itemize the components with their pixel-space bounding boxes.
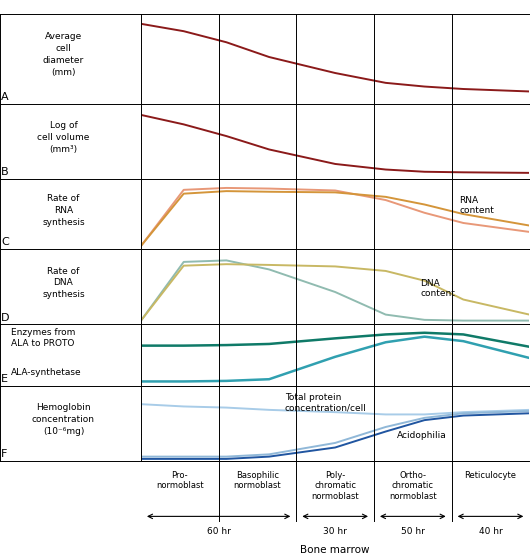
Text: Bone marrow: Bone marrow: [301, 544, 370, 555]
Text: Pro-
normoblast: Pro- normoblast: [156, 471, 204, 490]
Text: D: D: [1, 312, 10, 323]
Text: Rate of
DNA
synthesis: Rate of DNA synthesis: [42, 267, 85, 299]
Text: C: C: [1, 238, 9, 248]
Text: Rate of
RNA
synthesis: Rate of RNA synthesis: [42, 195, 85, 227]
Text: Hemoglobin
concentration
(10⁻⁶mg): Hemoglobin concentration (10⁻⁶mg): [32, 404, 95, 436]
Text: A: A: [1, 92, 9, 102]
Text: Average
cell
diameter
(mm): Average cell diameter (mm): [43, 32, 84, 77]
Text: 30 hr: 30 hr: [323, 527, 347, 536]
Text: DNA
content: DNA content: [421, 278, 455, 298]
Text: Total protein
concentration/cell: Total protein concentration/cell: [285, 393, 367, 412]
Text: E: E: [1, 375, 8, 384]
Text: Ortho-
chromatic
normoblast: Ortho- chromatic normoblast: [389, 471, 437, 501]
Text: Acidophilia: Acidophilia: [397, 431, 447, 440]
Text: Poly-
chromatic
normoblast: Poly- chromatic normoblast: [311, 471, 359, 501]
Text: Log of
cell volume
(mm³): Log of cell volume (mm³): [37, 121, 89, 154]
Text: RNA
content: RNA content: [460, 196, 494, 215]
Text: ALA-synthetase: ALA-synthetase: [11, 368, 82, 377]
Text: B: B: [1, 167, 9, 177]
Text: Reticulocyte: Reticulocyte: [464, 471, 517, 480]
Text: 40 hr: 40 hr: [479, 527, 502, 536]
Text: 60 hr: 60 hr: [207, 527, 230, 536]
Text: Basophilic
normoblast: Basophilic normoblast: [234, 471, 281, 490]
Text: F: F: [1, 449, 7, 459]
Text: Enzymes from
ALA to PROTO: Enzymes from ALA to PROTO: [11, 328, 76, 348]
Text: 50 hr: 50 hr: [401, 527, 425, 536]
